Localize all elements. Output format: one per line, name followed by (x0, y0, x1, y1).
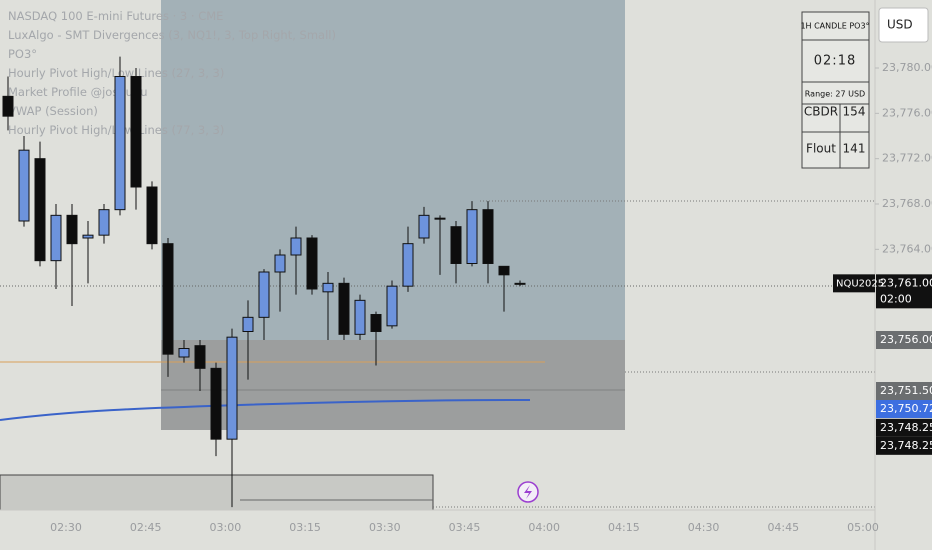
candle-body (386, 285, 398, 327)
legend-line: LuxAlgo - SMT Divergences (3, NQ1!, 3, T… (8, 28, 336, 42)
candle-body (290, 237, 302, 256)
candle-body (514, 282, 526, 285)
candle-body (98, 209, 110, 236)
candle-body (450, 226, 462, 265)
currency-label: USD (887, 18, 913, 32)
price-label-box (876, 274, 932, 309)
countdown: 02:00 (880, 292, 912, 305)
price-label: 23,756.00 (880, 333, 932, 346)
candle-body (114, 76, 126, 211)
candle-body (50, 214, 62, 262)
price-label: 23,748.25 (880, 439, 932, 452)
candle-body (226, 336, 238, 440)
x-tick-label: 03:15 (289, 521, 321, 534)
table-cell: 141 (843, 142, 866, 156)
table-cell: 154 (843, 105, 866, 119)
candle-body (354, 299, 366, 335)
x-tick-label: 02:30 (50, 521, 82, 534)
candle-body (194, 345, 206, 369)
candle-body (402, 243, 414, 287)
candle-body (338, 282, 350, 335)
price-label-box (876, 418, 932, 437)
candle-body (466, 209, 478, 265)
price-label-box (876, 400, 932, 418)
legend-line: VWAP (Session) (8, 104, 98, 118)
x-tick-label: 04:00 (528, 521, 560, 534)
candle-body (66, 214, 78, 245)
candle-body (178, 348, 190, 358)
price-label-box (876, 331, 932, 349)
y-tick-label: 23,780.00 (882, 61, 932, 74)
y-tick-label: 23,764.00 (882, 242, 932, 255)
candle-body (482, 209, 494, 265)
table-range: Range: 27 USD (805, 90, 865, 99)
table-cell: Flout (806, 142, 836, 156)
table-cell: CBDR (804, 105, 838, 119)
candle-body (242, 316, 254, 333)
legend-line: Market Profile @joshuuu (8, 85, 147, 99)
candle-body (2, 95, 14, 117)
candle-body (434, 217, 446, 220)
price-label: 23,750.72 (880, 402, 932, 415)
price-label: 23,748.25 (880, 421, 932, 434)
x-tick-label: 03:30 (369, 521, 401, 534)
candle-body (370, 314, 382, 332)
x-tick-label: 04:45 (767, 521, 799, 534)
legend: NASDAQ 100 E-mini Futures · 3 · CME LuxAl… (8, 9, 336, 137)
range-zone (161, 340, 625, 430)
y-tick-label: 23,772.00 (882, 152, 932, 165)
candle-body (130, 76, 142, 188)
candle-body (258, 271, 270, 318)
candle-body (210, 367, 222, 440)
legend-line: PO3° (8, 47, 37, 61)
candle-body (418, 214, 430, 239)
candle-body (274, 254, 286, 273)
legend-line: NASDAQ 100 E-mini Futures · 3 · CME (8, 9, 223, 23)
currency-button[interactable] (878, 7, 929, 43)
symbol-box (833, 274, 875, 293)
price-label: 23,761.00 (880, 276, 932, 289)
candle-body (34, 158, 46, 262)
candle-body (498, 265, 510, 276)
table-title: 1H CANDLE PO3° (800, 22, 869, 31)
x-tick-label: 04:15 (608, 521, 640, 534)
table-timer: 02:18 (814, 54, 856, 69)
x-tick-label: 02:45 (130, 521, 162, 534)
symbol-label: NQU2025 (836, 278, 884, 289)
vwap-line (0, 399, 531, 421)
table-frame (801, 11, 870, 169)
po3-table: 1H CANDLE PO3° 02:18 Range: 27 USD CBDR … (800, 11, 870, 169)
price-label-box (876, 382, 932, 400)
x-tick-label: 05:00 (847, 521, 879, 534)
candle-body (82, 234, 94, 239)
price-label-box (876, 436, 932, 455)
candle-body (322, 282, 334, 293)
x-tick-label: 03:00 (210, 521, 242, 534)
profile-box (0, 474, 434, 511)
candle-body (162, 243, 174, 355)
x-tick-label: 03:45 (449, 521, 481, 534)
price-label: 23,751.50 (880, 384, 932, 397)
candle-body (306, 237, 318, 290)
event-icon-bolt (524, 485, 532, 499)
y-tick-label: 23,768.00 (882, 197, 932, 210)
candle-body (146, 186, 158, 245)
y-tick-label: 23,776.00 (882, 106, 932, 119)
legend-line: Hourly Pivot High/Low Lines (27, 3, 3) (8, 66, 224, 80)
candle-body (18, 149, 30, 222)
x-tick-label: 04:30 (688, 521, 720, 534)
